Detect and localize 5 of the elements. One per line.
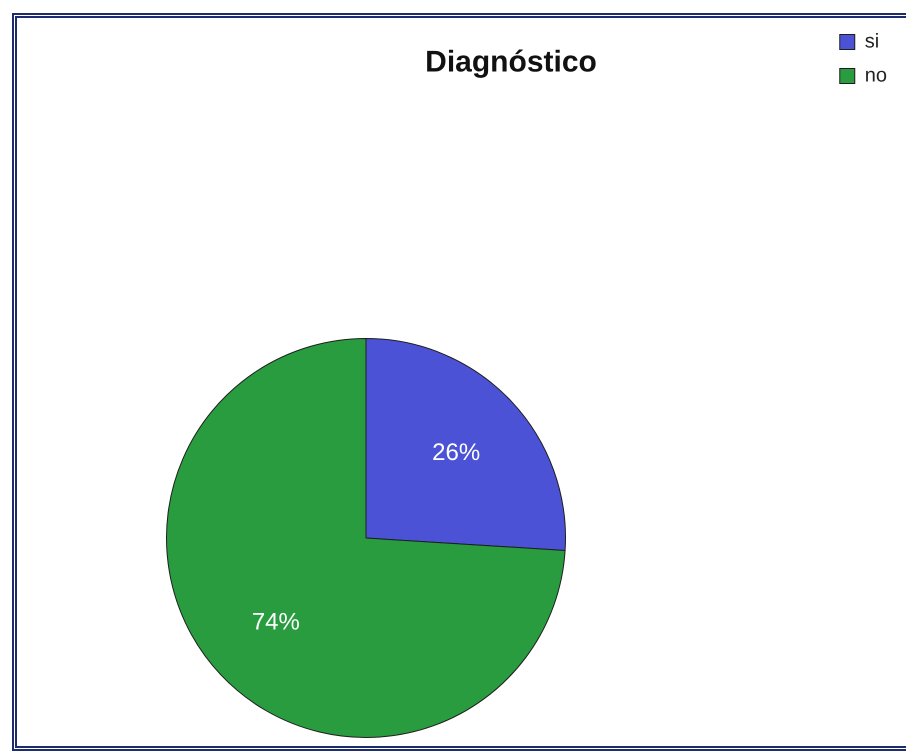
data-label: 74% (252, 608, 300, 636)
legend-label: no (864, 64, 888, 87)
legend-label: si (864, 30, 880, 53)
data-label: 26% (432, 438, 480, 466)
chart-title: Diagnóstico (425, 45, 597, 78)
